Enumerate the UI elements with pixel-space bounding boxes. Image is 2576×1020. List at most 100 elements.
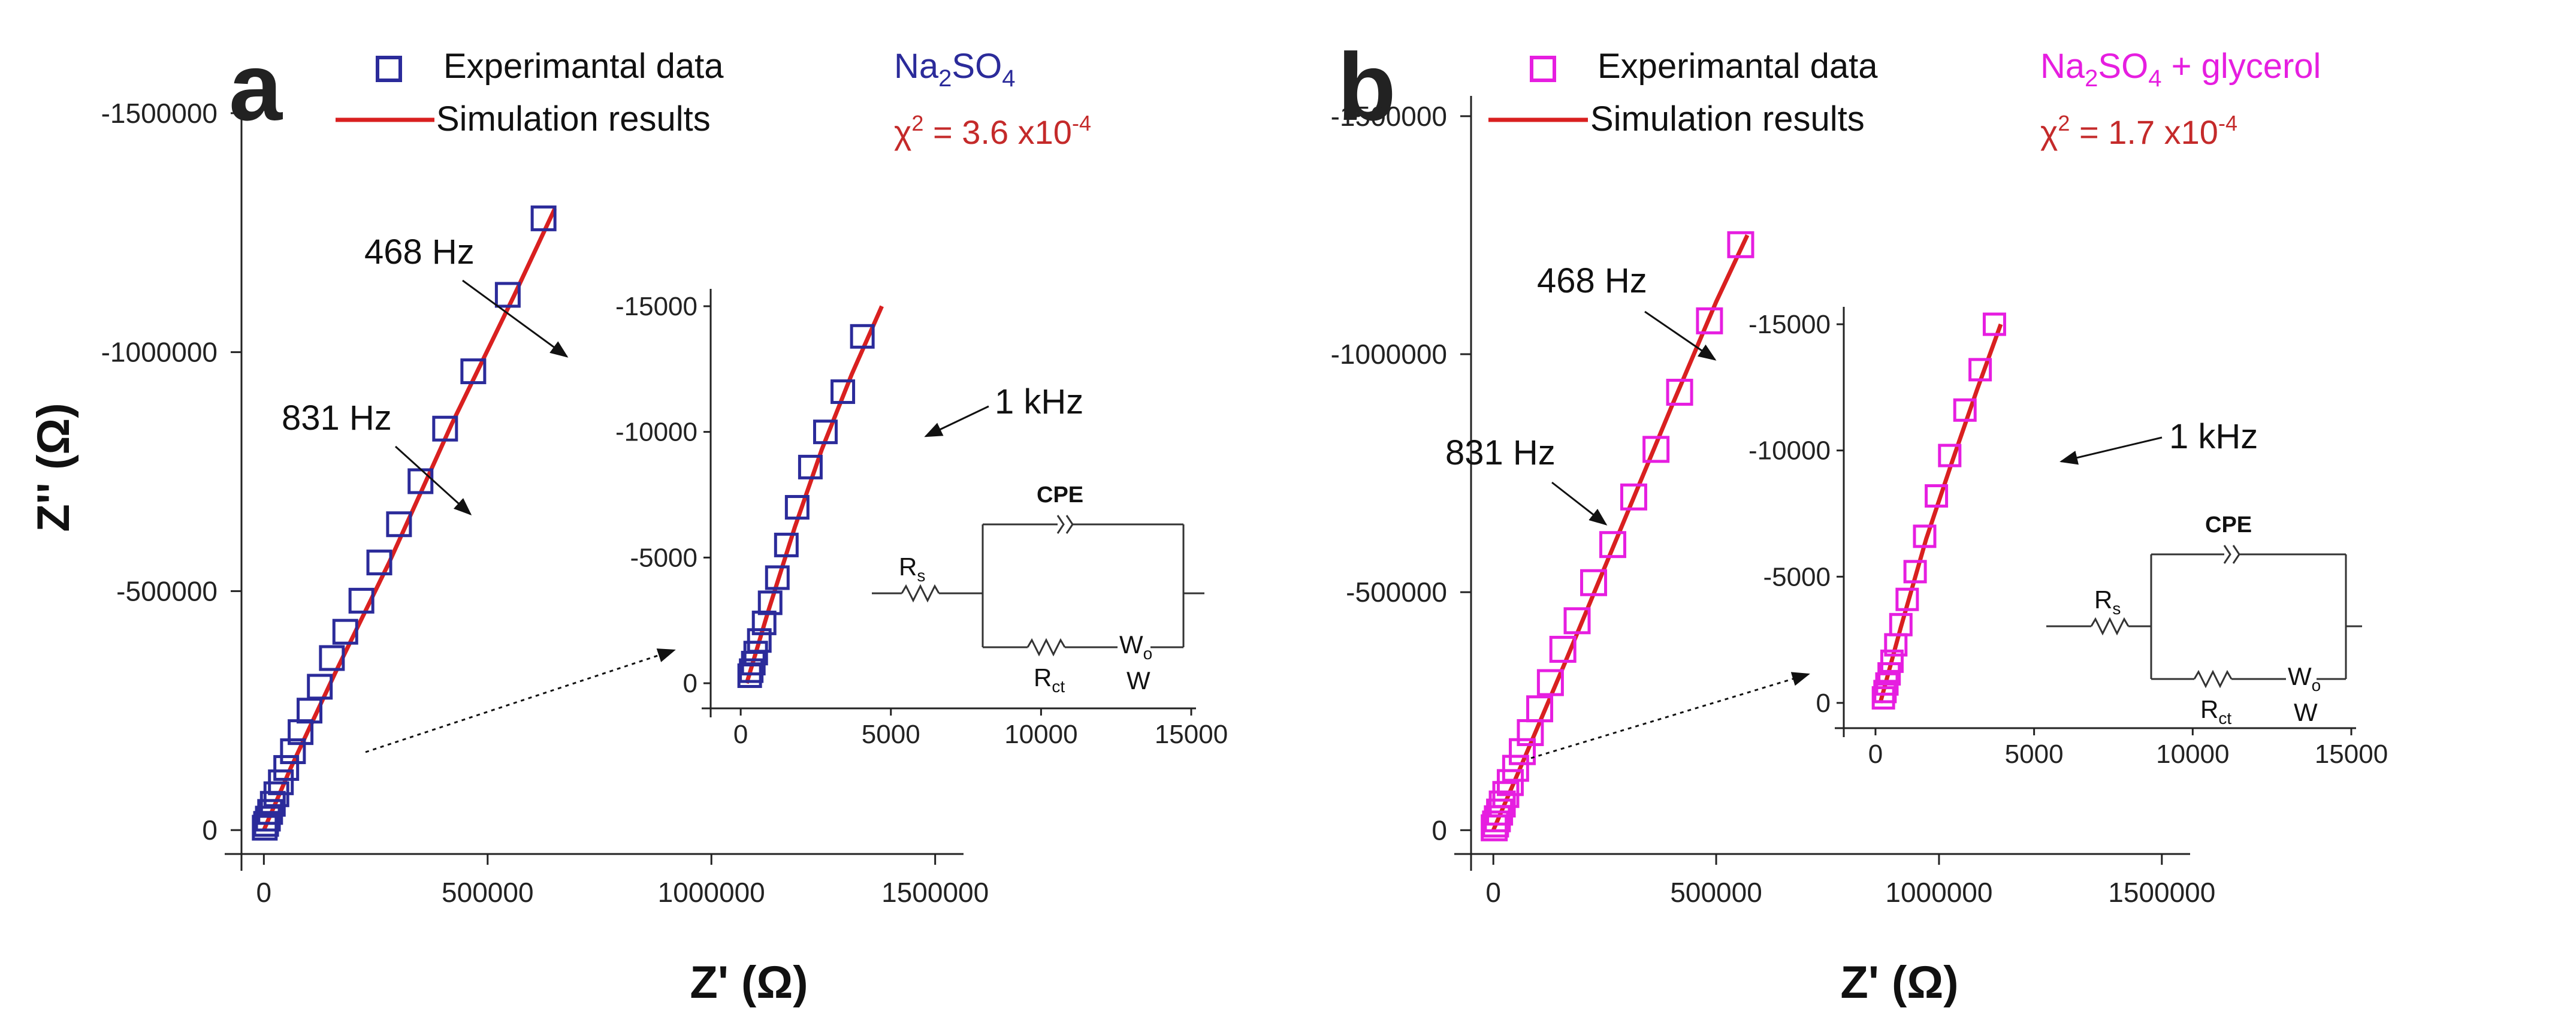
inset-data-point [1903, 560, 1927, 584]
data-point [386, 511, 412, 538]
cpe-icon [1056, 515, 1065, 534]
x-tick-label: 1000000 [1885, 877, 1992, 908]
circuit-wo-label: Wo [1119, 630, 1152, 663]
inset-marker-layer [1871, 312, 2006, 710]
inset-x-tick-label: 0 [1868, 740, 1883, 769]
y-axis-label: Z'' (Ω) [28, 403, 79, 532]
legend-marker-square [376, 56, 402, 82]
inset-plot: 0 5000 10000 15000 0 -5000 -10000 -15000 1 kHz [1748, 297, 2388, 769]
x-ticks: 0 500000 1000000 1500000 [1485, 854, 2215, 908]
circuit-wo-label: Wo [2288, 662, 2321, 695]
main-axes: 0 500000 1000000 1500000 0 -500000 -1000000 -1… [1331, 96, 2215, 908]
legend: Experimantal data Simulation results [1488, 47, 1878, 138]
legend-marker-square [1530, 56, 1556, 82]
data-point [1563, 607, 1591, 635]
inset-plot: 0 5000 10000 15000 0 -5000 -10000 -15000 1 kHz [615, 279, 1228, 749]
inset-data-point [1938, 443, 1962, 467]
y-tick-label: -500000 [116, 575, 218, 606]
marker-layer [252, 205, 557, 841]
annotation-arrow-1khz [2059, 436, 2163, 465]
data-point [1502, 755, 1529, 782]
annotation-1khz: 1 kHz [2169, 417, 2258, 456]
inset-x-tick-label: 10000 [2156, 740, 2229, 769]
data-point [530, 205, 557, 231]
inset-data-point [1982, 312, 2006, 336]
inset-data-point [813, 420, 838, 445]
y-tick-label: 0 [202, 814, 218, 846]
annotation-arrow-831hz [394, 445, 472, 516]
cpe-icon [2223, 545, 2231, 564]
simulation-fit-line [1491, 234, 1750, 831]
chi-squared-label: χ2 = 1.7 x10-4 [2040, 111, 2237, 151]
y-tick-label: -500000 [1346, 577, 1447, 608]
inset-data-point [747, 628, 772, 653]
inset-data-point [1925, 484, 1949, 508]
inset-data-point [743, 641, 768, 666]
y-ticks: 0 -500000 -1000000 -1500000 [101, 98, 241, 846]
inset-data-point [1873, 680, 1897, 704]
data-point [432, 415, 458, 442]
inset-x-tick-label: 5000 [862, 720, 920, 749]
y-ticks: 0 -500000 -1000000 -1500000 [1331, 101, 1471, 846]
inset-data-point [774, 532, 799, 557]
main-axes: 0 500000 1000000 1500000 0-500000-1000000-1… [101, 93, 989, 908]
inset-fit-line-layer [744, 305, 884, 684]
inset-y-tick-label: -5000 [1763, 562, 1831, 592]
data-point [494, 282, 521, 308]
annotations: 468 Hz 831 Hz [1445, 261, 1810, 759]
electrolyte-label: Na2SO4 [894, 47, 1015, 92]
data-point [1666, 379, 1693, 406]
inset-data-point [765, 565, 790, 590]
inset-data-point [757, 590, 783, 615]
data-point [280, 738, 306, 765]
inset-y-ticks: 0 -5000 -10000 -15000 [615, 292, 711, 698]
electrolyte-label: Na2SO4 + glycerol [2040, 47, 2321, 92]
circuit-rct-label: Rct [2200, 695, 2231, 728]
data-point [273, 755, 300, 781]
circuit-cpe-label: CPE [1037, 482, 1083, 508]
inset-x-ticks: 0 5000 10000 15000 [1868, 728, 2388, 769]
equivalent-circuit [872, 515, 1204, 657]
inset-axis-lines [702, 289, 1196, 717]
panel-label: b [1337, 33, 1396, 140]
circuit-cpe-label: CPE [2205, 512, 2252, 538]
annotation-arrow-1khz [924, 405, 989, 437]
data-point [366, 550, 392, 576]
x-tick-label: 1500000 [2108, 877, 2215, 908]
fit-line-layer [262, 207, 557, 831]
circuit-w-label: W [2294, 698, 2318, 726]
annotation-arrow-831hz [1551, 481, 1608, 526]
data-point [1509, 738, 1536, 765]
data-point [1486, 798, 1514, 826]
inset-x-tick-label: 5000 [2005, 740, 2064, 769]
inset-marker-layer [737, 324, 875, 688]
x-tick-label: 1000000 [658, 877, 765, 908]
inset-data-point [798, 454, 823, 479]
x-tick-label: 500000 [1670, 877, 1762, 908]
legend-entry-fit: Simulation results [1590, 99, 1865, 138]
x-tick-label: 0 [1485, 877, 1501, 908]
inset-x-tick-label: 15000 [2315, 740, 2388, 769]
panel-label: a [229, 33, 283, 140]
inset-y-tick-label: -10000 [1748, 436, 1831, 466]
data-point [257, 799, 283, 825]
inset-data-point [1968, 358, 1992, 382]
inset-x-ticks: 0 5000 10000 15000 [733, 708, 1228, 749]
x-tick-label: 0 [256, 877, 272, 908]
inset-data-point [784, 494, 810, 520]
inset-data-point [1895, 587, 1919, 611]
circuit-rs-label: Rs [899, 553, 925, 585]
annotation-831hz: 831 Hz [282, 399, 392, 437]
data-point [1727, 231, 1754, 258]
annotation-831hz: 831 Hz [1445, 433, 1556, 472]
panel-b: b 0 500000 1000000 1500000 0 -500000 -1000000… [1331, 33, 2388, 1008]
axis-lines [225, 93, 964, 871]
y-tick-label: -1000000 [1331, 339, 1447, 370]
x-tick-label: 500000 [442, 877, 534, 908]
axis-lines [1454, 96, 2190, 871]
data-point [332, 618, 358, 645]
data-point [1642, 436, 1670, 463]
annotation-468hz: 468 Hz [1537, 261, 1647, 300]
x-axis-label: Z' (Ω) [690, 957, 808, 1008]
inset-data-point [831, 379, 856, 405]
